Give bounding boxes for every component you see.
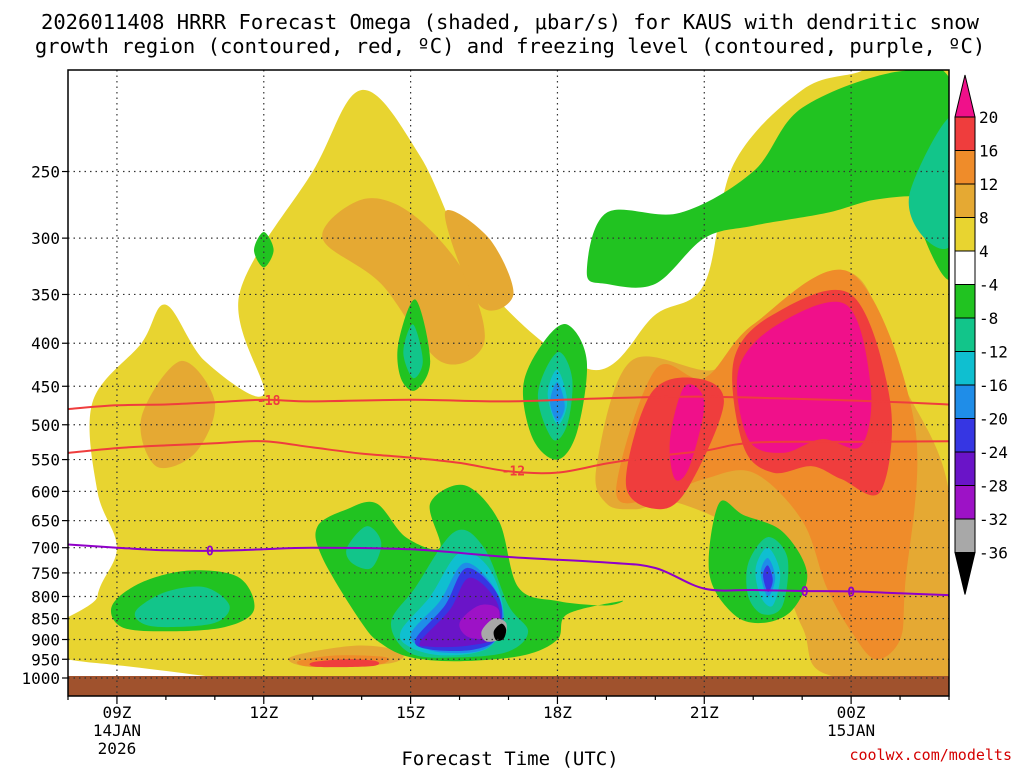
x-tick-label-09Z-sub2: 2026 (98, 739, 137, 758)
credit-link[interactable]: coolwx.com/modelts (849, 746, 1012, 764)
y-tick-label-500: 500 (31, 416, 60, 435)
x-tick-label-00Z-sub1: 15JAN (827, 721, 875, 740)
x-tick-label-09Z-sub1: 14JAN (93, 721, 141, 740)
contour-label-1: -12 (502, 465, 525, 480)
y-tick-label-650: 650 (31, 512, 60, 531)
omega-region-8-2 (322, 198, 485, 365)
colorbar-swatch-6 (954, 284, 976, 319)
colorbar-label-6: -8 (979, 309, 998, 328)
y-tick-label-900: 900 (31, 631, 60, 650)
colorbar-swatch-10 (954, 418, 976, 453)
colorbar-label-8: -16 (979, 376, 1008, 395)
colorbar-label-0: 20 (979, 108, 998, 127)
y-tick-label-700: 700 (31, 539, 60, 558)
x-tick-label-12Z: 12Z (249, 703, 278, 722)
contour-dendritic-upper (68, 395, 949, 411)
contour-dendritic-lower (68, 440, 949, 475)
colorbar-label-10: -24 (979, 443, 1008, 462)
colorbar-swatch-1 (954, 116, 976, 151)
y-tick-label-550: 550 (31, 451, 60, 470)
colorbar-swatch-4 (954, 217, 976, 252)
omega-region-8-1 (140, 360, 216, 469)
x-tick-label-00Z: 00Z (837, 703, 866, 722)
y-tick-label-600: 600 (31, 482, 60, 501)
colorbar-swatch-7 (954, 317, 976, 352)
colorbar-label-7: -12 (979, 343, 1008, 362)
omega-region-20-12 (736, 301, 872, 453)
contour-lines: -18 -12 0 0 0 (68, 394, 949, 600)
omega-region-neg16-31 (550, 382, 565, 422)
colorbar-label-3: 8 (979, 209, 989, 228)
chart-title-line2: growth region (contoured, red, ºC) and f… (35, 34, 985, 58)
y-tick-label-350: 350 (31, 285, 60, 304)
x-tick-label-21Z: 21Z (690, 703, 719, 722)
colorbar-label-5: -4 (979, 276, 998, 295)
x-tick-label-18Z: 18Z (543, 703, 572, 722)
x-tick-label-09Z: 09Z (102, 703, 131, 722)
colorbar-label-11: -28 (979, 477, 1008, 496)
omega-region-neg4-16 (254, 232, 274, 268)
y-tick-label-450: 450 (31, 377, 60, 396)
colorbar-label-4: 4 (979, 242, 989, 261)
contour-label-2: 0 (206, 544, 214, 559)
chart-title-line1: 2026011408 HRRR Forecast Omega (shaded, … (41, 10, 980, 34)
y-tick-label-1000: 1000 (21, 669, 60, 688)
omega-region-neg8-23 (403, 324, 423, 379)
omega-region-8-3 (444, 209, 514, 311)
colorbar-swatch-9 (954, 384, 976, 419)
y-tick-label-800: 800 (31, 587, 60, 606)
colorbar-swatch-3 (954, 183, 976, 218)
ground-surface (68, 676, 949, 696)
colorbar-swatch-13 (954, 518, 976, 553)
grid-lines (68, 70, 949, 696)
colorbar-swatch-11 (954, 451, 976, 486)
contour-label-0: -18 (257, 394, 281, 409)
y-tick-label-400: 400 (31, 334, 60, 353)
y-axis: 250 300 350 400 450 500 550 600 650 700 750 800 850 9… (21, 163, 68, 688)
y-tick-label-850: 850 (31, 610, 60, 629)
colorbar-label-12: -32 (979, 510, 1008, 529)
colorbar-label-2: 12 (979, 175, 998, 194)
colorbar: 20 16 12 8 4 -4 -8 -12 -16 -20 -24 -28 -32 -36 (954, 74, 1008, 595)
contour-label-3: 0 (801, 585, 809, 600)
colorbar-arrow-top (954, 74, 976, 118)
colorbar-arrow-bottom (954, 552, 976, 595)
omega-region-neg36-38 (493, 623, 507, 641)
colorbar-swatch-8 (954, 351, 976, 386)
colorbar-swatch-12 (954, 485, 976, 520)
omega-region-20-11 (669, 384, 705, 481)
omega-region-neg8-26 (908, 117, 949, 250)
colorbar-label-9: -20 (979, 410, 1008, 429)
contour-freezing-level (68, 543, 949, 597)
y-tick-label-300: 300 (31, 229, 60, 248)
colorbar-swatch-2 (954, 150, 976, 185)
omega-shading (68, 70, 949, 696)
y-tick-label-950: 950 (31, 650, 60, 669)
omega-region-neg4-19 (586, 70, 949, 288)
omega-region-16-10 (309, 659, 380, 668)
contour-label-4: 0 (847, 585, 855, 600)
y-tick-label-750: 750 (31, 564, 60, 583)
plot-area: -18 -12 0 0 0 (67, 69, 950, 697)
omega-region-neg20-34 (763, 565, 773, 592)
x-tick-label-15Z: 15Z (396, 703, 425, 722)
colorbar-label-13: -36 (979, 544, 1008, 563)
colorbar-swatch-5 (954, 250, 976, 285)
y-tick-label-250: 250 (31, 163, 60, 182)
x-axis-label: Forecast Time (UTC) (401, 748, 618, 768)
colorbar-label-1: 16 (979, 142, 998, 161)
